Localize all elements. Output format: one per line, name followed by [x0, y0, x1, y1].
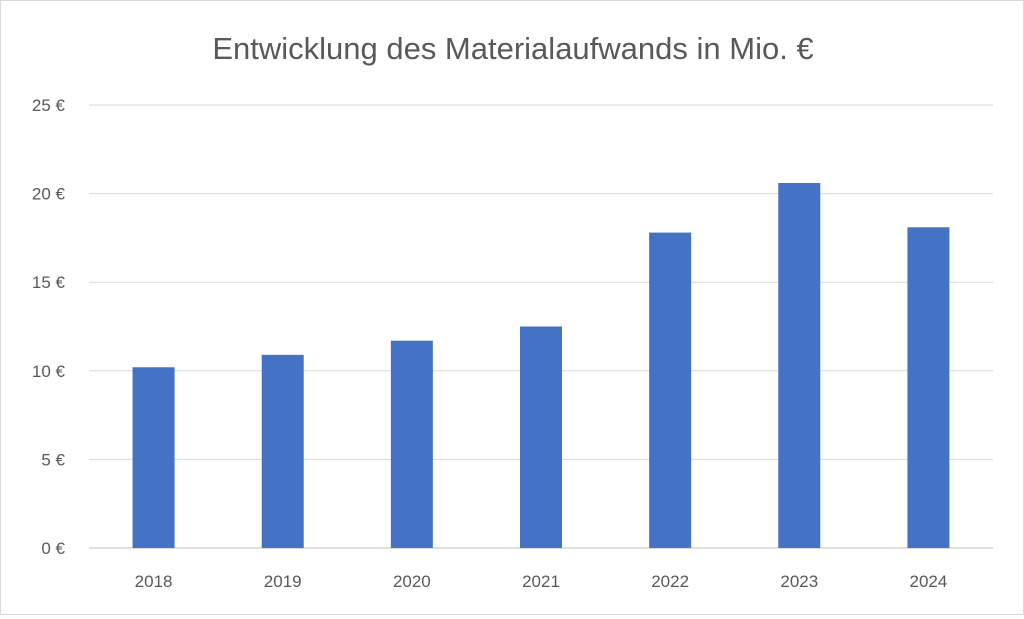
- x-tick-label: 2018: [135, 572, 173, 591]
- bar-2020: [390, 340, 433, 548]
- x-tick-label: 2021: [522, 572, 560, 591]
- y-tick-label: 10 €: [32, 362, 66, 381]
- x-tick-label: 2022: [651, 572, 689, 591]
- bar-2019: [261, 354, 304, 548]
- x-tick-label: 2019: [264, 572, 302, 591]
- x-tick-label: 2024: [910, 572, 948, 591]
- bar-2024: [907, 227, 950, 548]
- bar-2022: [649, 232, 692, 549]
- x-tick-label: 2020: [393, 572, 431, 591]
- bars: [132, 182, 950, 549]
- bar-2023: [778, 182, 821, 548]
- y-tick-label: 20 €: [32, 185, 66, 204]
- chart-title: Entwicklung des Materialaufwands in Mio.…: [212, 31, 813, 66]
- x-axis-ticks: 2018 2019 2020 2021 2022 2023 2024: [135, 572, 948, 591]
- x-tick-label: 2023: [780, 572, 818, 591]
- bar-2021: [520, 326, 562, 548]
- y-axis-ticks: 0 € 5 € 10 € 15 € 20 € 25 €: [32, 96, 66, 558]
- y-tick-label: 5 €: [41, 450, 65, 469]
- y-tick-label: 25 €: [32, 96, 66, 115]
- y-tick-label: 0 €: [41, 539, 65, 558]
- bar-2018: [132, 367, 175, 548]
- y-tick-label: 15 €: [32, 273, 66, 292]
